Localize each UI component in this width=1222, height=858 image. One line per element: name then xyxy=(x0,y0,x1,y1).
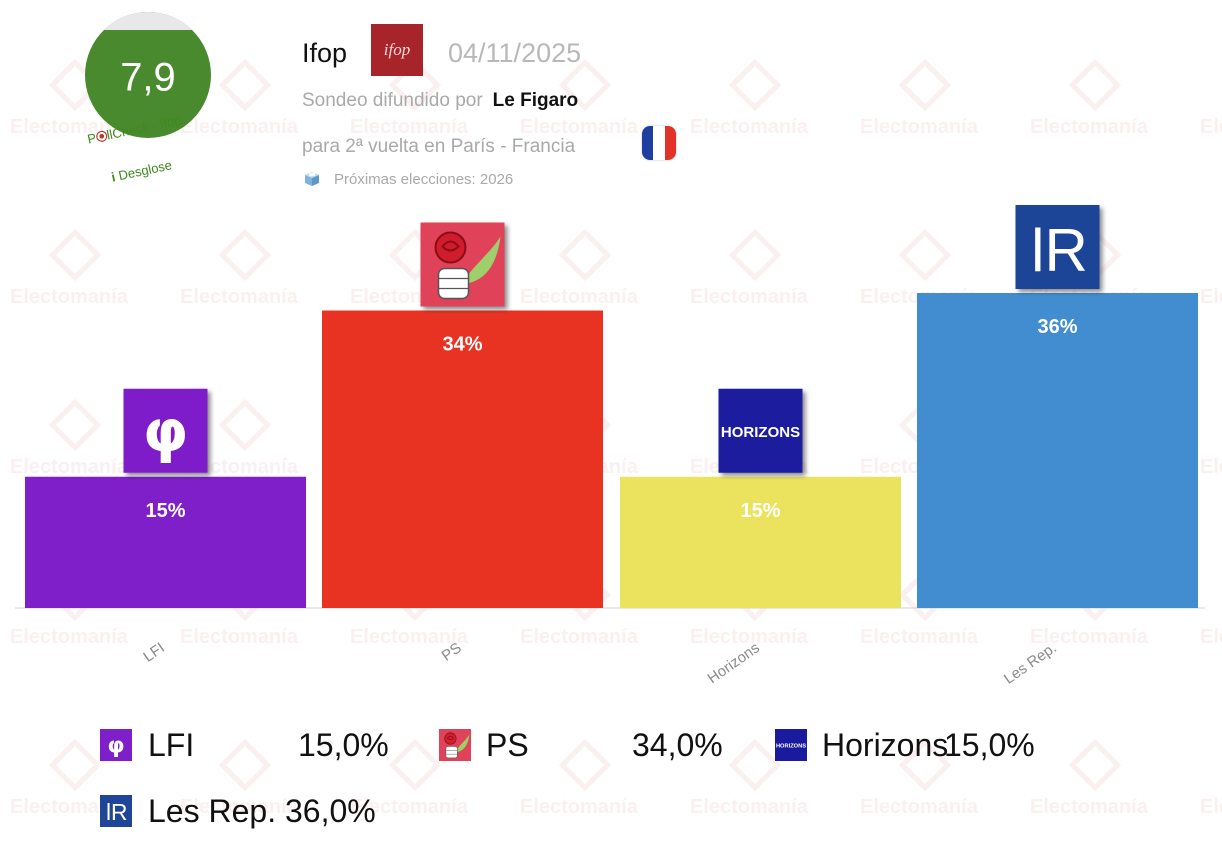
x-tick-label: Les Rep. xyxy=(1001,639,1060,687)
flag-stripe-blue xyxy=(642,126,654,160)
legend-label: LFI xyxy=(148,727,195,763)
bar-logo: lR xyxy=(1015,205,1100,289)
bar-horizons xyxy=(620,476,901,608)
legend-value: 15,0% xyxy=(298,727,389,763)
svg-text:lR: lR xyxy=(106,799,128,825)
legend-icon: HORIZONS xyxy=(775,729,807,761)
legend-icon xyxy=(439,729,471,761)
svg-text:φ: φ xyxy=(143,397,188,465)
pollster-logo: ifop xyxy=(371,24,423,76)
sponsor-line: Sondeo difundido por Le Figaro xyxy=(302,90,578,112)
x-tick-label: Horizons xyxy=(705,639,763,687)
ballot-box-icon xyxy=(305,172,319,186)
sponsor-prefix: Sondeo difundido por xyxy=(302,90,483,111)
bar-ps xyxy=(322,310,603,608)
bar-logo: φ xyxy=(123,388,208,473)
bar-lesrep xyxy=(917,293,1198,608)
flag-stripe-white xyxy=(653,126,665,160)
data-label: 36% xyxy=(1037,316,1077,338)
svg-text:lR: lR xyxy=(1031,217,1088,284)
sponsor-name: Le Figaro xyxy=(492,90,579,111)
flag-stripe-red xyxy=(664,126,676,160)
poll-scope: para 2ª vuelta en París - Francia xyxy=(302,136,576,157)
ps-rose-fist-icon xyxy=(439,729,471,761)
pollster-name: Ifop xyxy=(302,38,348,68)
lfi-phi-icon: φ xyxy=(100,729,132,761)
ps-rose-fist-icon xyxy=(420,222,505,307)
svg-text:HORIZONS: HORIZONS xyxy=(721,424,800,441)
les-republicains-icon: lR xyxy=(1015,205,1100,289)
legend-value: 15,0% xyxy=(944,727,1035,763)
bar-logo: HORIZONS xyxy=(718,388,803,473)
data-label: 15% xyxy=(740,500,780,522)
legend-label: Horizons xyxy=(822,727,949,763)
legend-icon: lR xyxy=(100,795,132,827)
svg-text:φ: φ xyxy=(107,733,124,759)
france-flag-icon xyxy=(642,126,676,160)
data-label: 15% xyxy=(145,500,185,522)
poll-date: 04/11/2025 xyxy=(448,38,582,68)
legend-value: 34,0% xyxy=(632,727,723,763)
legend-icon: φ xyxy=(100,729,132,761)
lfi-phi-icon: φ xyxy=(123,388,208,473)
legend-value: 36,0% xyxy=(285,793,376,829)
data-label: 34% xyxy=(442,334,482,356)
les-republicains-icon: lR xyxy=(100,795,132,827)
horizons-icon: HORIZONS xyxy=(718,388,803,473)
x-tick-label: PS xyxy=(439,639,465,664)
bar-lfi xyxy=(25,476,306,608)
bar-logo xyxy=(420,222,505,307)
legend-label: PS xyxy=(486,727,529,763)
svg-text:HORIZONS: HORIZONS xyxy=(776,743,806,749)
legend-label: Les Rep. xyxy=(148,793,277,829)
horizons-icon: HORIZONS xyxy=(775,729,807,761)
pollcheck-score-badge[interactable]: 7,9 xyxy=(85,12,211,138)
next-elections-text: Próximas elecciones: 2026 xyxy=(334,171,514,188)
x-tick-label: LFI xyxy=(140,639,168,665)
pollcheck-score-value: 7,9 xyxy=(120,55,176,100)
